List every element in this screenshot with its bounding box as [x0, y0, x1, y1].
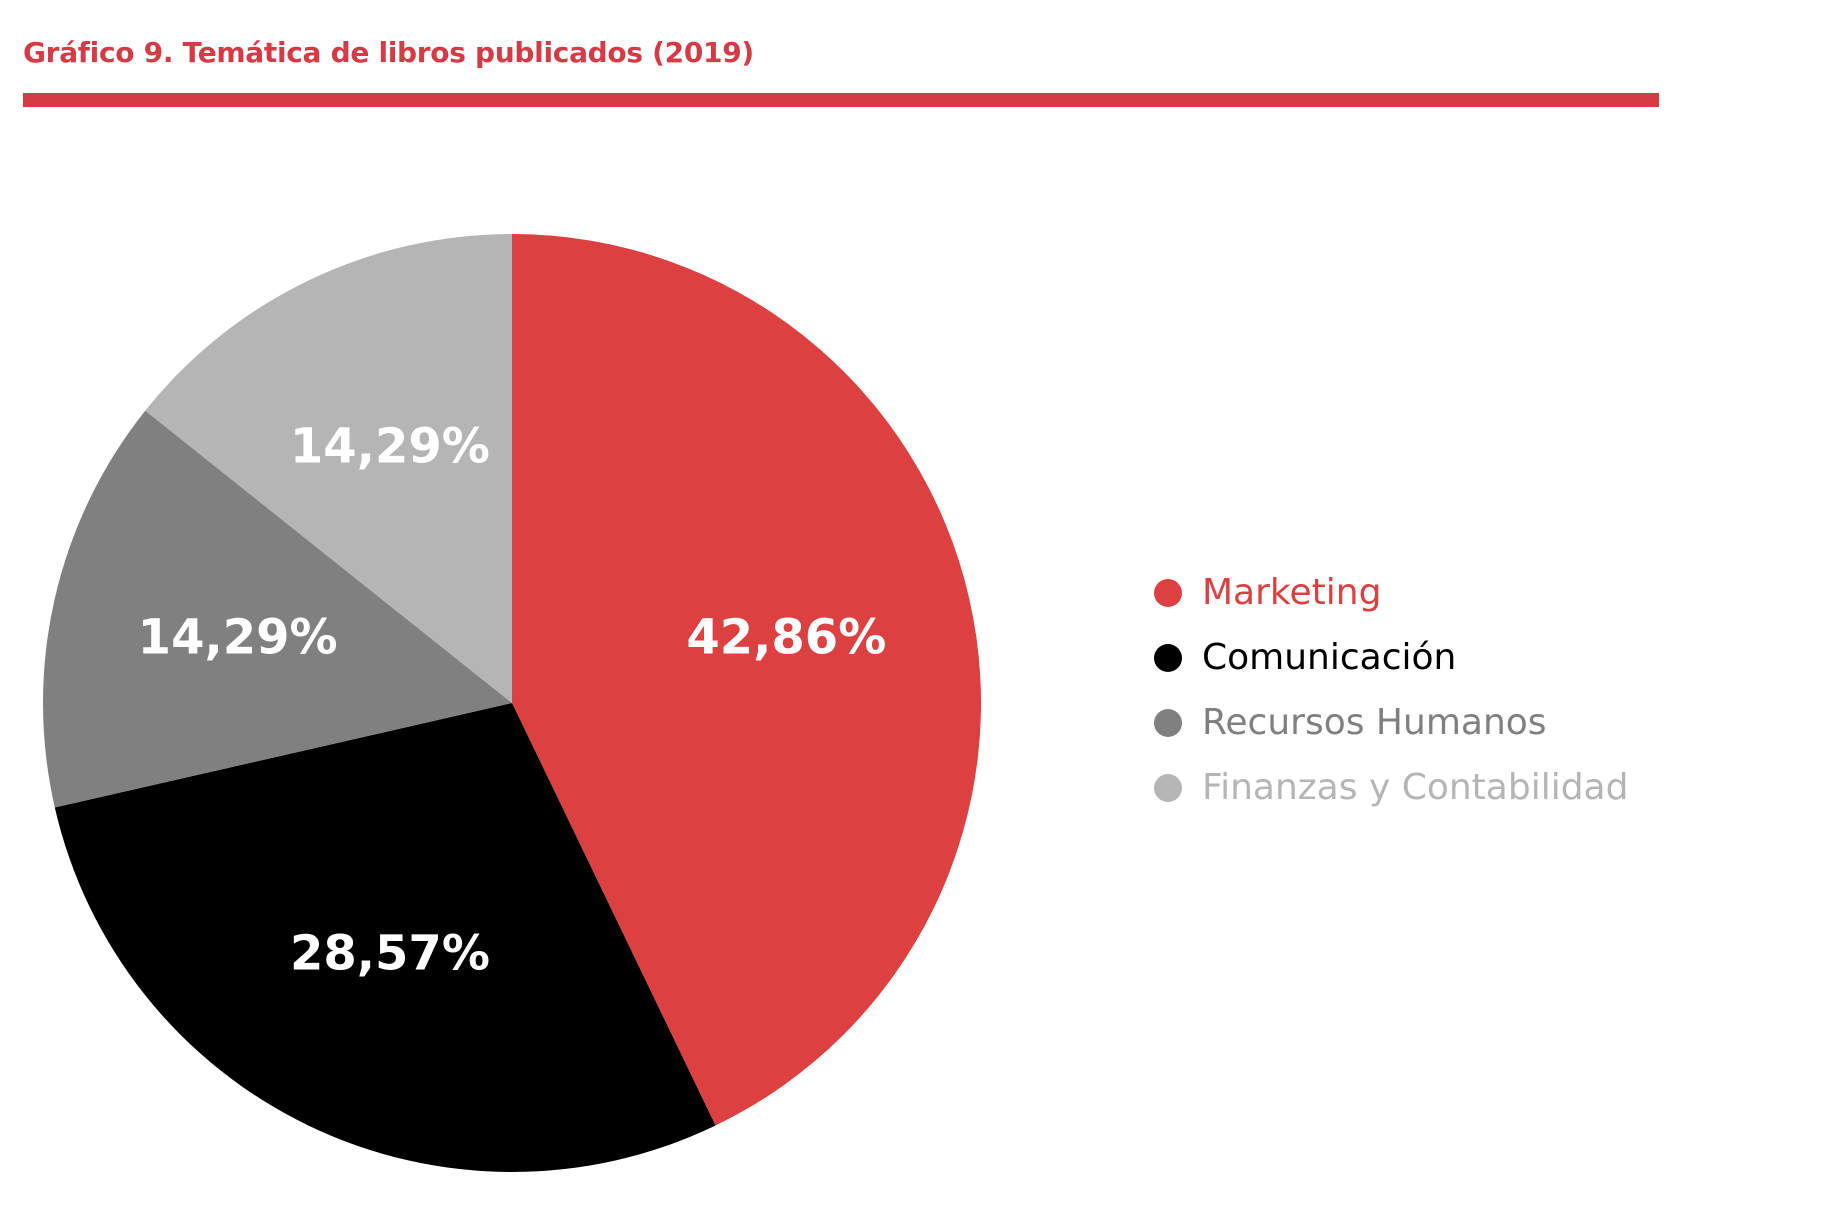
pie-slice-marketing: [512, 234, 982, 1126]
data-label: 14,29%: [290, 418, 490, 474]
legend-item: Comunicación: [1154, 625, 1628, 690]
pie-slice-recursos-humanos: [42, 410, 513, 808]
legend-label: Marketing: [1202, 572, 1382, 613]
legend-marker-icon: [1154, 643, 1182, 672]
legend-marker-icon: [1154, 708, 1182, 737]
legend-item: Finanzas y Contabilidad: [1154, 755, 1628, 820]
data-label: 14,29%: [138, 609, 338, 665]
pie-slice-comunicaci-n: [54, 703, 716, 1172]
data-label: 28,57%: [290, 926, 490, 982]
legend-label: Finanzas y Contabilidad: [1202, 767, 1629, 808]
legend-item: Recursos Humanos: [1154, 690, 1628, 755]
legend-marker-icon: [1154, 773, 1182, 802]
chart-title: Gráfico 9. Temática de libros publicados…: [23, 36, 754, 69]
title-rule: [23, 93, 1659, 107]
legend-label: Recursos Humanos: [1202, 702, 1547, 743]
legend: Marketing Comunicación Recursos Humanos Fin…: [1154, 560, 1628, 820]
legend-item: Marketing: [1154, 560, 1628, 625]
legend-marker-icon: [1154, 578, 1182, 607]
data-label: 42,86%: [686, 609, 886, 665]
legend-label: Comunicación: [1202, 637, 1457, 678]
pie-slice-finanzas-y-contabilidad: [145, 234, 512, 703]
